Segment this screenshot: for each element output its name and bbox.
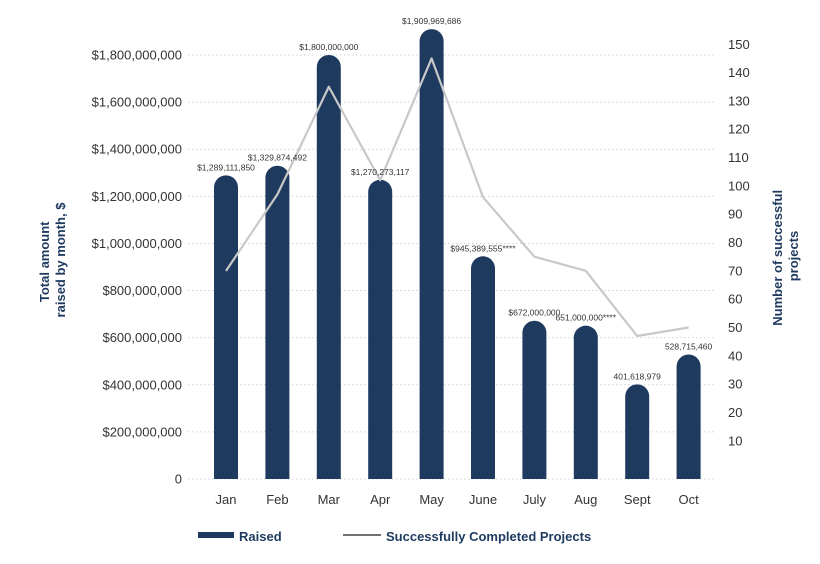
bar-june [471, 256, 495, 479]
category-label-mar: Mar [318, 492, 341, 507]
right-axis-title-line2: projects [786, 231, 801, 282]
left-tick-label: $1,400,000,000 [92, 142, 182, 157]
left-axis-title-line2: raised by month, $ [53, 202, 68, 318]
data-label-oct: 528,715,460 [665, 341, 713, 351]
bar-may [419, 29, 444, 479]
bar-apr [368, 179, 393, 479]
bar-aug [573, 325, 598, 479]
right-tick-label: 80 [728, 235, 742, 250]
right-tick-label: 90 [728, 207, 742, 222]
left-axis-title-line1: Total amount [37, 221, 52, 302]
data-label-mar: $1,800,000,000 [299, 42, 358, 52]
category-label-oct: Oct [678, 492, 699, 507]
right-tick-label: 130 [728, 93, 750, 108]
bar-mar [316, 55, 341, 479]
right-tick-label: 50 [728, 320, 742, 335]
bar-oct [676, 354, 701, 479]
data-label-june: $945,389,555**** [450, 243, 516, 253]
right-tick-label: 20 [728, 405, 742, 420]
projects-line [225, 57, 689, 338]
category-label-sept: Sept [624, 492, 651, 507]
right-tick-label: 30 [728, 377, 742, 392]
legend-projects-label: Successfully Completed Projects [386, 529, 591, 544]
right-tick-label: 40 [728, 348, 742, 363]
legend: Raised Successfully Completed Projects [198, 529, 591, 544]
left-axis-ticks: 0 $200,000,000 $400,000,000 $600,000,000 $80… [92, 48, 182, 487]
category-label-jan: Jan [216, 492, 237, 507]
category-label-may: May [419, 492, 444, 507]
data-label-apr: $1,270,273,117 [351, 167, 410, 177]
bar-july [522, 320, 547, 479]
legend-raised-swatch [198, 532, 234, 538]
bar-sept [625, 384, 650, 479]
left-tick-label: $1,800,000,000 [92, 48, 182, 63]
category-label-june: June [469, 492, 497, 507]
left-tick-label: $200,000,000 [102, 424, 182, 439]
right-axis-title: Number of successful projects [770, 186, 801, 325]
legend-raised-label: Raised [239, 529, 282, 544]
projects-line-layer [225, 57, 689, 338]
right-tick-label: 110 [728, 150, 749, 165]
data-label-july: $672,000,000 [508, 308, 560, 318]
left-tick-label: 0 [175, 472, 182, 487]
category-labels: Jan Feb Mar Apr May June July Aug Sept Oct [216, 492, 700, 507]
data-label-sept: 401,618,979 [614, 371, 662, 381]
data-label-aug: 651,000,000**** [556, 313, 617, 323]
left-tick-label: $400,000,000 [102, 377, 182, 392]
category-label-apr: Apr [370, 492, 391, 507]
right-axis-ticks: 10 20 30 40 50 60 70 80 90 100 110 120 130 140 150 [728, 37, 750, 448]
data-label-feb: $1,329,874,492 [248, 153, 307, 163]
data-label-may: $1,909,969,686 [402, 16, 461, 26]
right-tick-label: 10 [728, 433, 742, 448]
right-tick-label: 140 [728, 65, 750, 80]
left-tick-label: $1,200,000,000 [92, 189, 182, 204]
right-tick-label: 70 [728, 263, 742, 278]
category-label-aug: Aug [574, 492, 597, 507]
left-tick-label: $600,000,000 [102, 330, 182, 345]
left-tick-label: $800,000,000 [102, 283, 182, 298]
category-label-feb: Feb [266, 492, 288, 507]
bar-feb [265, 165, 290, 479]
left-tick-label: $1,600,000,000 [92, 95, 182, 110]
right-tick-label: 100 [728, 178, 750, 193]
data-label-jan: $1,289,111,850 [197, 162, 255, 172]
right-tick-label: 120 [728, 122, 750, 137]
right-tick-label: 60 [728, 292, 742, 307]
right-tick-label: 150 [728, 37, 750, 52]
left-axis-title: Total amount raised by month, $ [37, 202, 68, 318]
data-labels: $1,289,111,850$1,329,874,492 $1,800,000,0… [197, 16, 712, 381]
left-tick-label: $1,000,000,000 [92, 236, 182, 251]
right-axis-title-line1: Number of successful [770, 190, 785, 326]
category-label-july: July [523, 492, 547, 507]
bars [214, 29, 701, 479]
bar-jan [214, 175, 238, 479]
